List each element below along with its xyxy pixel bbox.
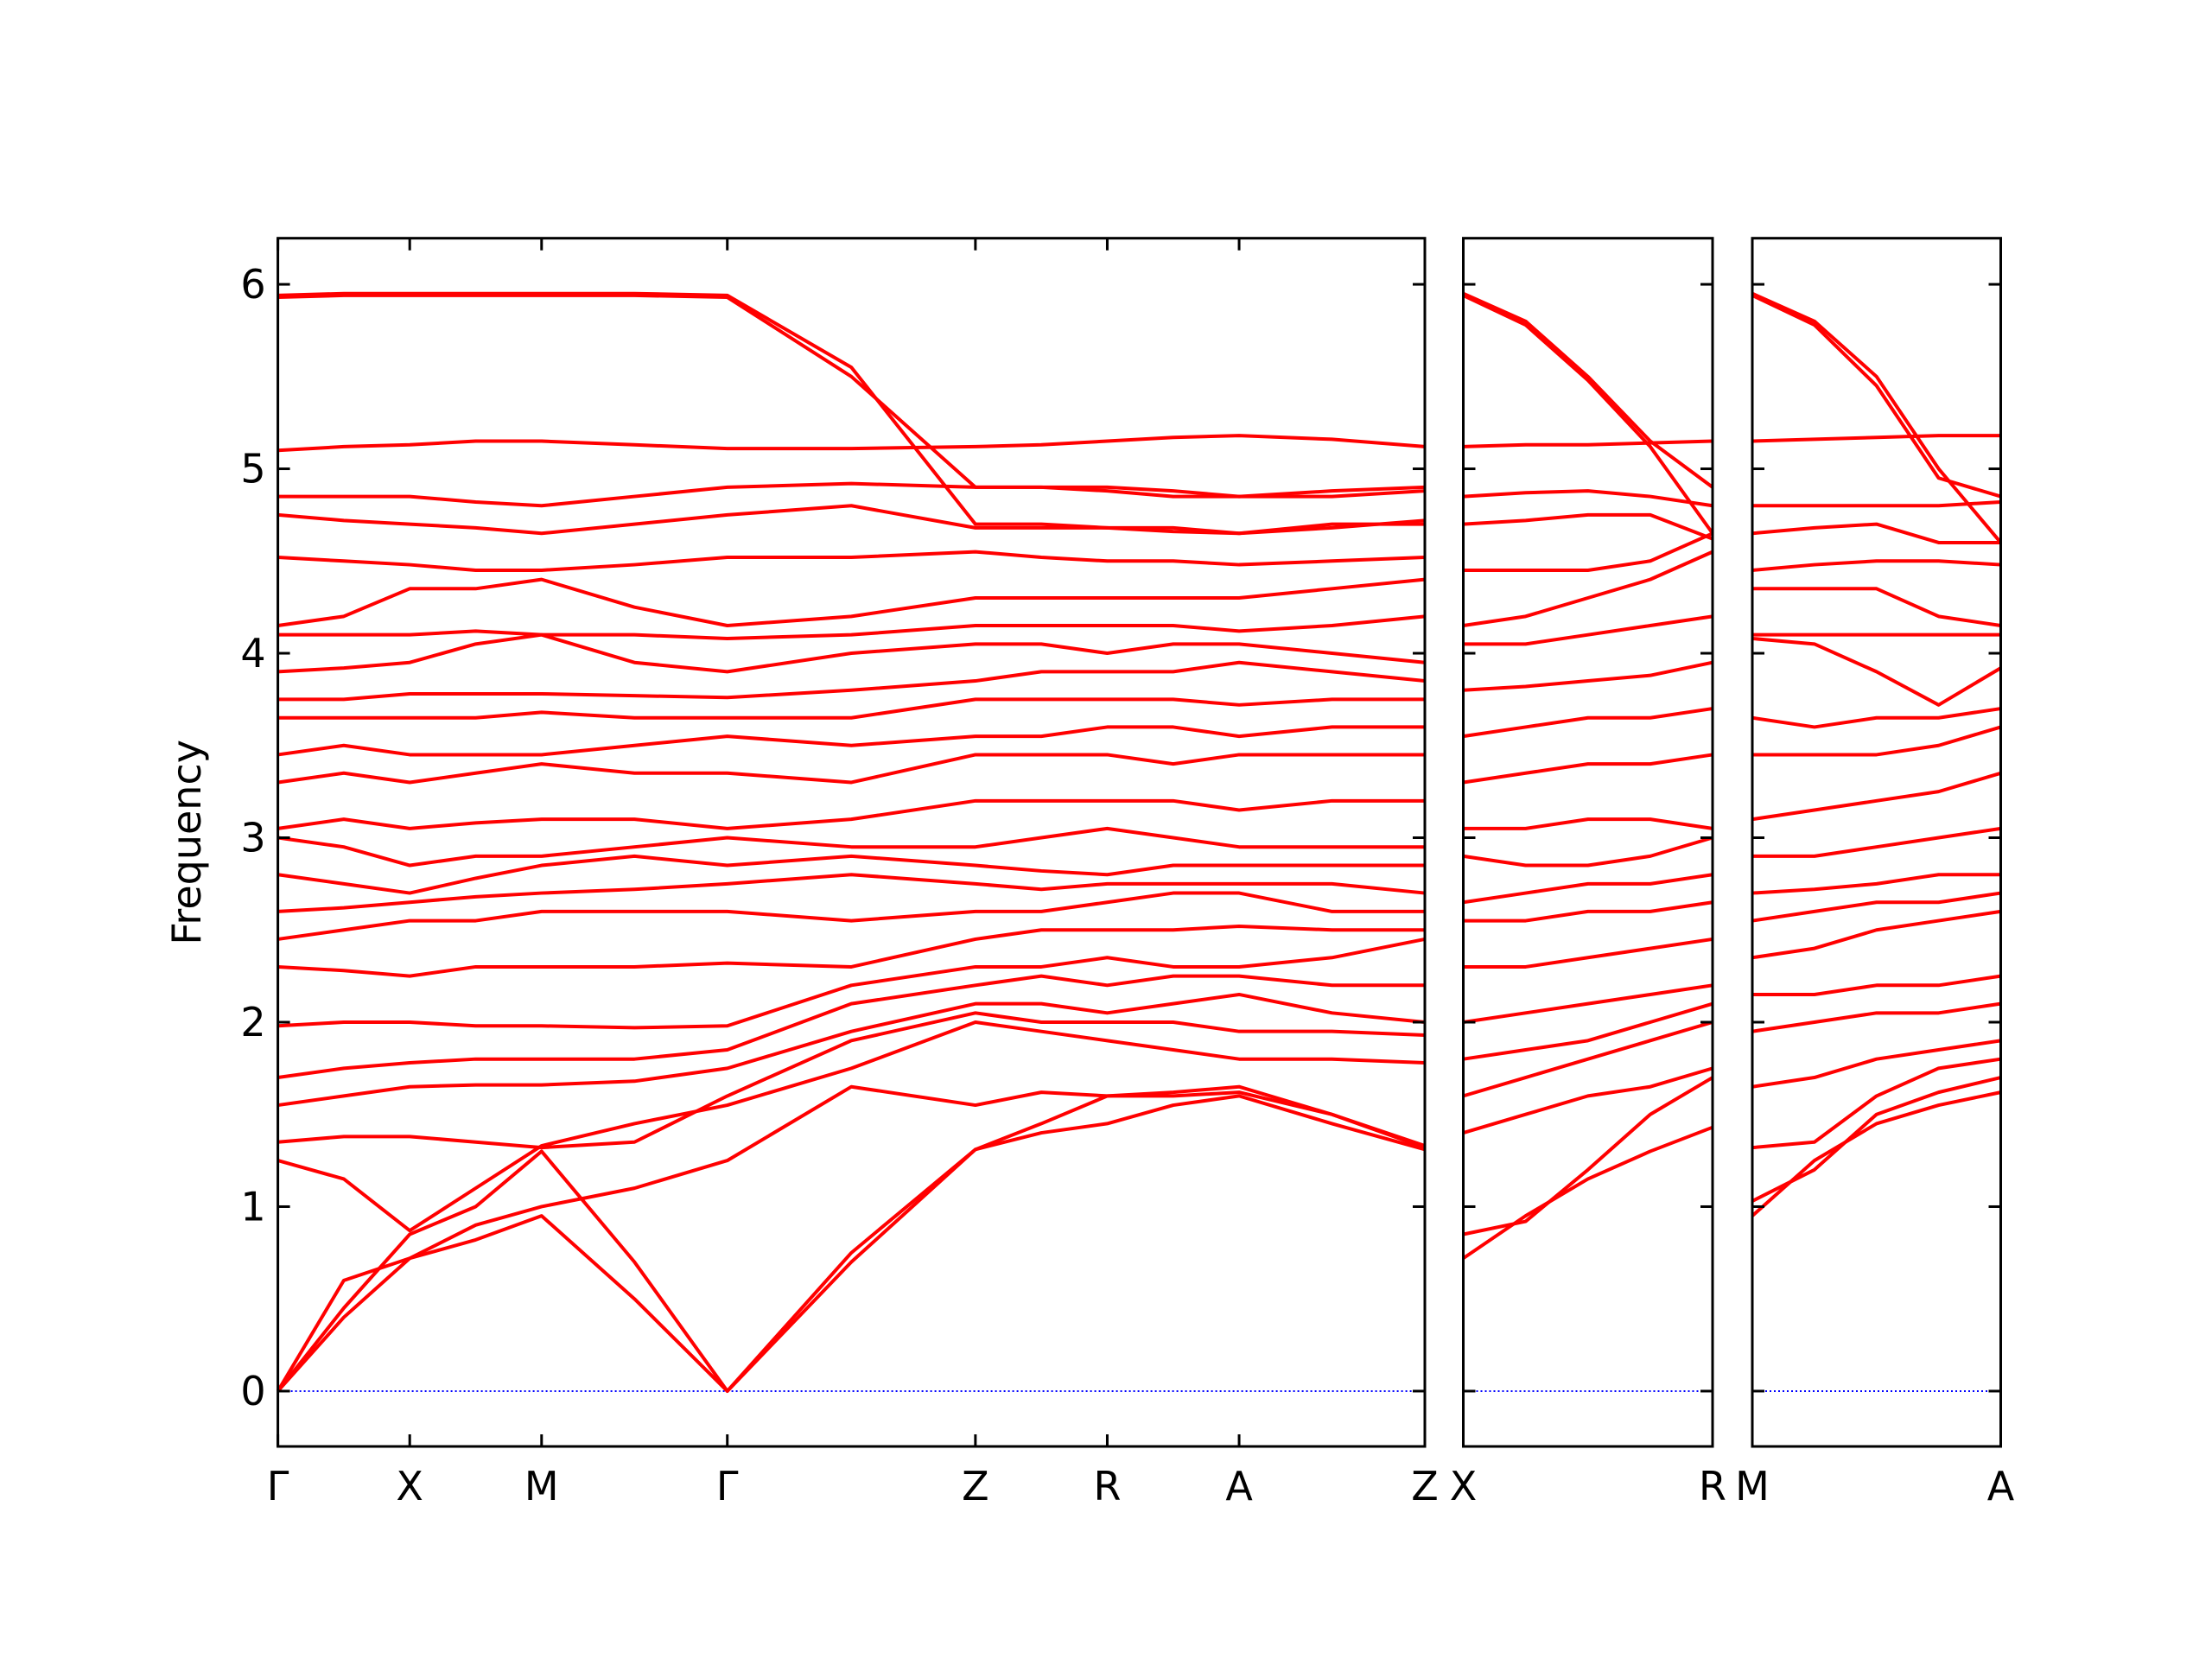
band-line: [1463, 439, 1713, 448]
band-line: [1463, 707, 1713, 739]
band-line: [1751, 1090, 2001, 1217]
band-line: [1751, 891, 2001, 923]
band-line: [1751, 1057, 2001, 1150]
band-line: [1462, 294, 1714, 535]
band-line: [1752, 499, 2001, 508]
band-line: [1751, 909, 2001, 960]
band-line: [1751, 1039, 2001, 1089]
band-line: [277, 891, 1425, 941]
x-tick-label: Γ: [716, 1463, 739, 1510]
band-line: [1463, 550, 1713, 627]
y-tick-label: 1: [240, 1183, 265, 1230]
band-line: [277, 873, 1426, 913]
band-line: [277, 826, 1425, 868]
x-tick-label: R: [1699, 1463, 1726, 1510]
x-tick-label: M: [524, 1463, 559, 1510]
band-line: [1752, 826, 2001, 858]
band-line: [1463, 1001, 1713, 1061]
band-line: [277, 577, 1426, 628]
y-tick-label: 4: [240, 630, 265, 677]
band-line: [277, 974, 1425, 1080]
band-line: [277, 1020, 1426, 1233]
y-tick-label: 6: [240, 261, 265, 308]
y-tick-label: 5: [240, 446, 265, 493]
band-line: [1463, 531, 1713, 572]
band-line: [1751, 294, 2002, 499]
x-tick-label: X: [1450, 1463, 1478, 1510]
band-line: [277, 753, 1425, 785]
band-line: [1463, 489, 1713, 508]
band-line: [277, 924, 1425, 978]
x-tick-label: R: [1093, 1463, 1121, 1510]
band-line: [277, 854, 1425, 895]
band-line: [277, 434, 1426, 453]
band-line: [277, 992, 1426, 1108]
band-line: [1463, 753, 1713, 785]
x-tick-label: Γ: [267, 1463, 289, 1510]
band-line: [1751, 434, 2001, 443]
band-line: [1463, 512, 1713, 541]
band-line: [1463, 614, 1713, 646]
band-line: [1463, 817, 1713, 830]
band-line: [1752, 974, 2001, 996]
x-tick-label: M: [1735, 1463, 1770, 1510]
band-line: [1462, 1125, 1713, 1260]
band-line: [277, 1011, 1426, 1150]
y-axis-label: Frequency: [163, 740, 210, 945]
band-line: [277, 937, 1426, 1030]
band-line: [1751, 707, 2001, 729]
band-line: [277, 632, 1426, 674]
band-line: [1751, 291, 2003, 544]
band-line: [1751, 522, 2001, 544]
axes-frame: [1462, 237, 1714, 1448]
band-line: [1751, 1001, 2001, 1033]
band-line: [1463, 660, 1713, 692]
y-tick-label: 0: [240, 1368, 265, 1414]
band-line: [1751, 873, 2001, 895]
band-line: [277, 293, 1426, 499]
axes-frame: [276, 237, 1427, 1448]
x-tick-label: Z: [1411, 1463, 1439, 1510]
band-line: [1462, 291, 1714, 489]
band-line: [1463, 937, 1713, 969]
x-tick-label: A: [1987, 1463, 2015, 1510]
band-line: [1752, 587, 2001, 627]
band-line: [1463, 983, 1713, 1024]
band-line: [1463, 1076, 1714, 1236]
band-line: [1463, 900, 1713, 923]
band-line: [1462, 1066, 1713, 1135]
x-tick-label: Z: [962, 1463, 989, 1510]
band-line: [1752, 725, 2002, 757]
band-line: [277, 798, 1425, 830]
band-line: [277, 504, 1425, 536]
band-line: [277, 660, 1426, 702]
band-line: [277, 614, 1426, 640]
band-line: [1751, 636, 2002, 707]
band-line: [276, 1084, 1426, 1393]
band-line: [277, 697, 1425, 720]
band-line: [1463, 836, 1713, 868]
axes-frame: [1751, 237, 2002, 1448]
band-line: [277, 291, 1426, 536]
y-tick-label: 3: [240, 815, 265, 861]
band-line: [1751, 559, 2001, 572]
y-tick-label: 2: [240, 999, 265, 1046]
band-line: [276, 1094, 1426, 1393]
band-line: [1462, 1020, 1713, 1098]
band-line: [277, 550, 1426, 572]
band-line: [277, 481, 1426, 508]
x-tick-label: X: [396, 1463, 423, 1510]
x-tick-label: A: [1225, 1463, 1253, 1510]
band-line: [277, 725, 1425, 757]
band-line: [1751, 771, 2002, 822]
band-line: [276, 1084, 1426, 1392]
band-line: [1751, 1076, 2001, 1203]
band-line: [1463, 873, 1713, 905]
